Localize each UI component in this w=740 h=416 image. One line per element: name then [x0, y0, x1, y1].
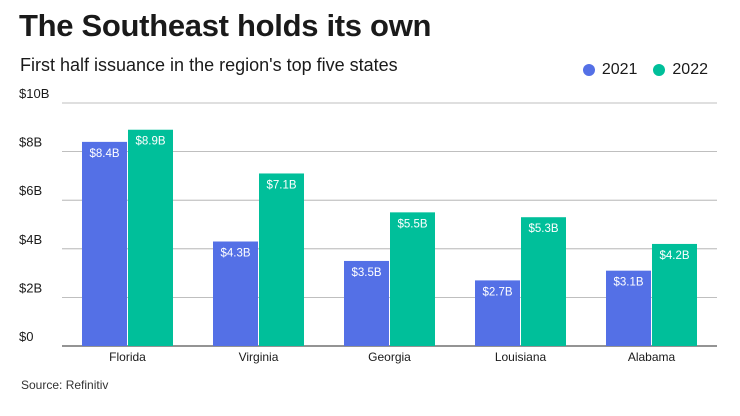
y-tick-label: $8B: [19, 135, 42, 150]
data-label: $4.2B: [659, 250, 689, 262]
bar-2022-georgia: [390, 212, 435, 346]
bar-2022-alabama: [652, 243, 697, 346]
legend-label-2021: 2021: [601, 61, 638, 78]
y-tick-label: $2B: [19, 280, 42, 295]
chart-legend: 2021 2022: [582, 61, 708, 79]
y-tick-label: $0: [19, 329, 33, 344]
source-note: Source: Refinitiv: [21, 378, 109, 392]
data-label: $3.5B: [351, 267, 381, 279]
data-label: $7.1B: [266, 179, 296, 191]
x-tick-label: Virginia: [239, 350, 279, 364]
legend-item-2022: 2022: [653, 61, 708, 79]
bar-2021-georgia: [344, 260, 389, 346]
data-label: $4.3B: [220, 248, 250, 260]
data-label: $3.1B: [613, 277, 643, 289]
bar-2021-louisiana: [475, 280, 520, 346]
bar-2021-florida: [82, 141, 127, 346]
data-label: $5.5B: [397, 218, 427, 230]
legend-label-2022: 2022: [672, 61, 708, 78]
data-label: $5.3B: [528, 223, 558, 235]
bar-2021-virginia: [213, 241, 258, 346]
data-label: $8.9B: [135, 136, 165, 148]
bar-2022-florida: [128, 129, 173, 346]
bar-2022-louisiana: [521, 217, 566, 346]
y-tick-label: $10B: [19, 86, 49, 101]
bar-2021-alabama: [606, 270, 651, 346]
legend-swatch-2022: [653, 64, 666, 76]
x-tick-label: Alabama: [628, 350, 676, 364]
legend-swatch-2021: [582, 64, 595, 76]
chart-subtitle: First half issuance in the region's top …: [20, 55, 398, 75]
page-title: The Southeast holds its own: [19, 8, 432, 43]
legend-item-2021: 2021: [582, 61, 638, 79]
x-tick-label: Florida: [109, 350, 146, 364]
x-tick-label: Louisiana: [495, 350, 547, 364]
x-tick-label: Georgia: [368, 350, 411, 364]
y-tick-label: $4B: [19, 232, 42, 247]
y-tick-label: $6B: [19, 183, 42, 198]
bar-2022-virginia: [259, 173, 304, 346]
data-label: $8.4B: [89, 148, 119, 160]
data-label: $2.7B: [482, 286, 512, 298]
